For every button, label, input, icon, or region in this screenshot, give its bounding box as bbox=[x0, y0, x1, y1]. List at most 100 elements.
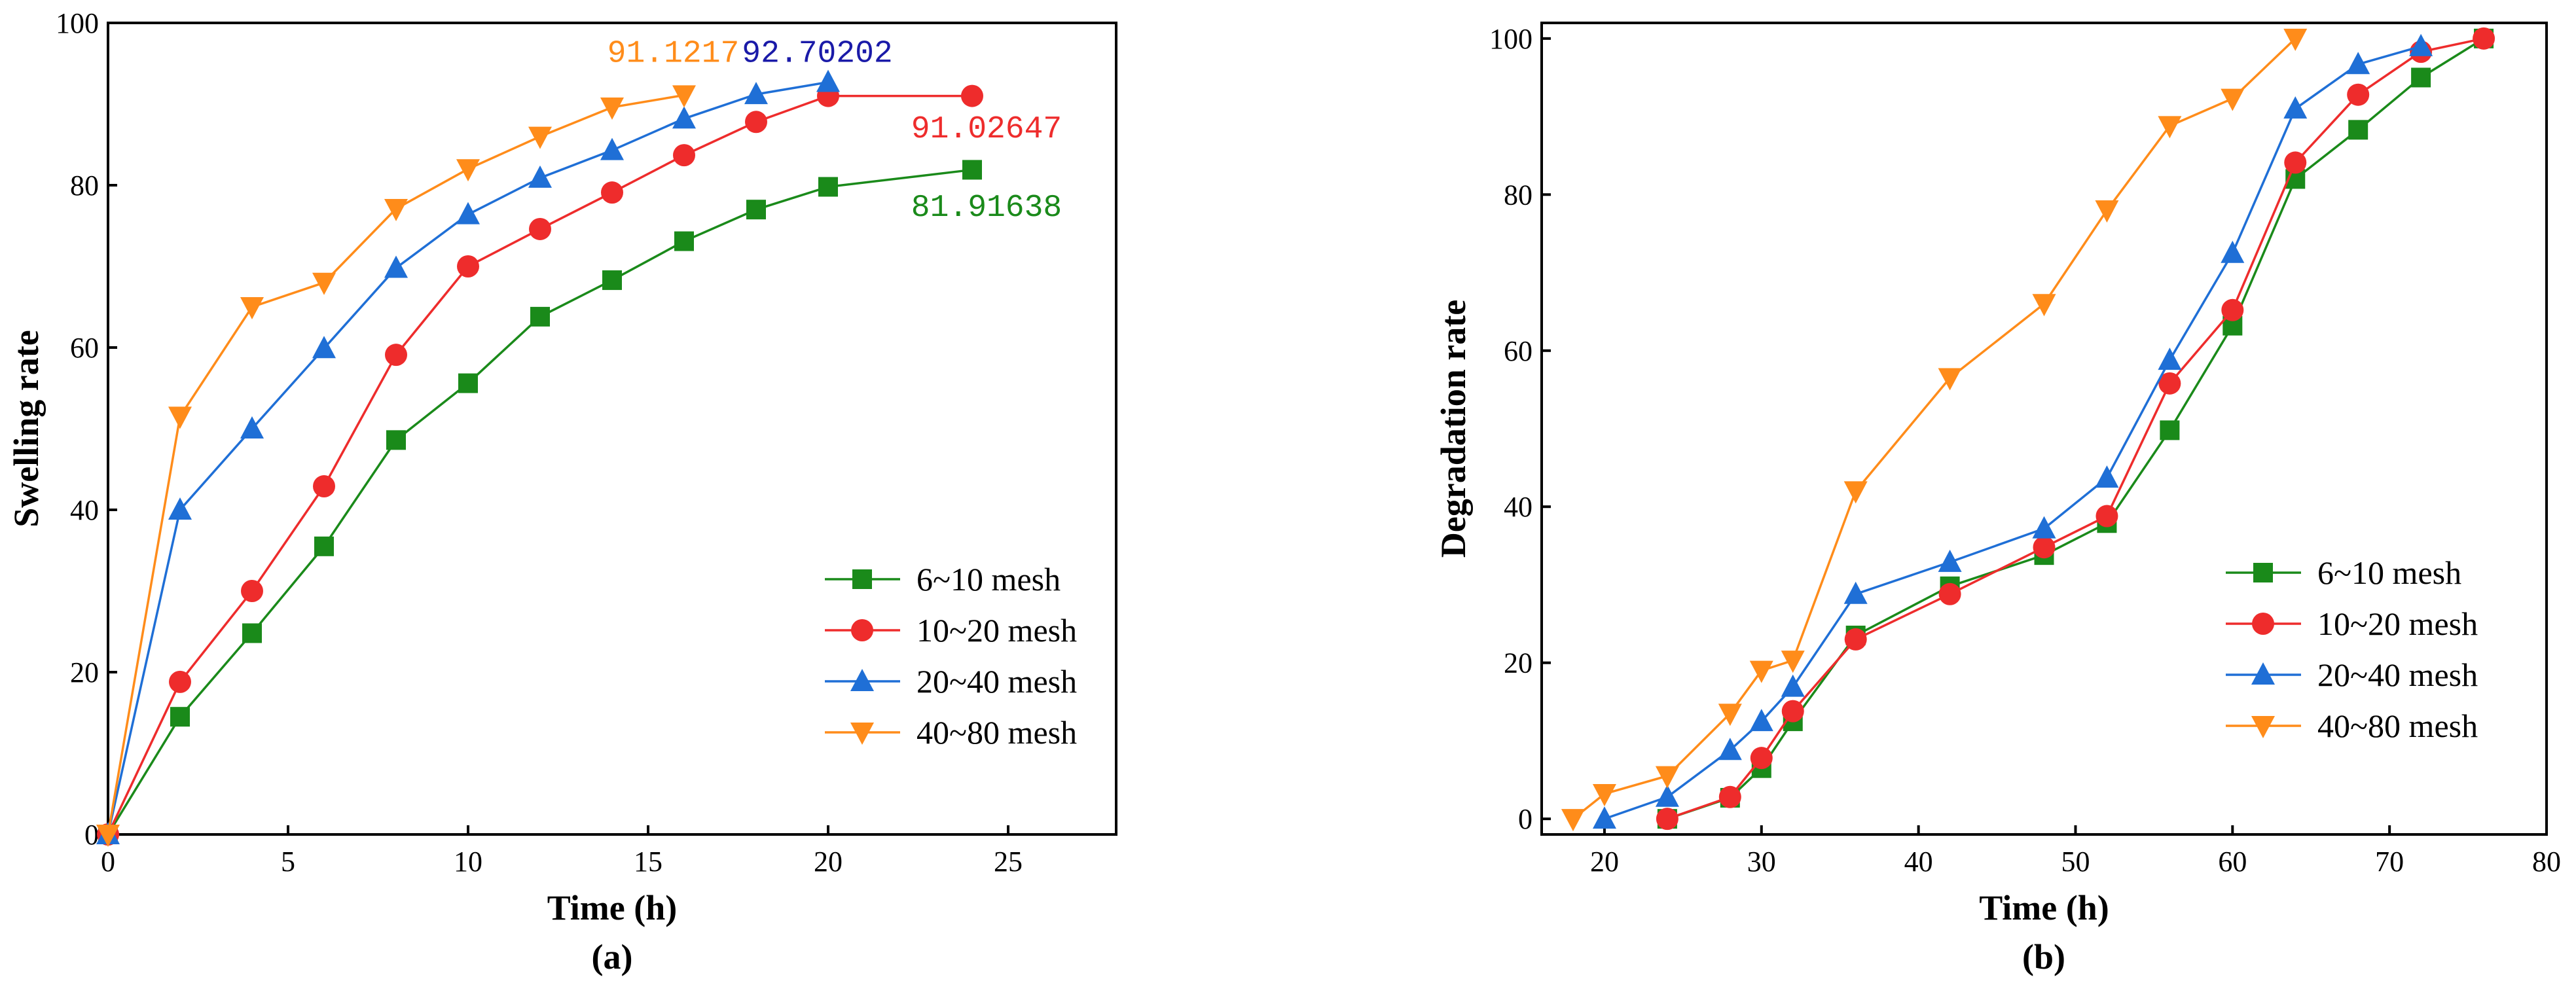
y-tick-label: 80 bbox=[1504, 179, 1533, 211]
data-point bbox=[818, 177, 838, 197]
series-line bbox=[107, 168, 973, 835]
data-point bbox=[528, 126, 552, 149]
data-point bbox=[240, 416, 264, 438]
value-annotation: 91.1217 bbox=[608, 37, 740, 72]
data-point bbox=[1843, 581, 1868, 604]
value-annotation: 91.02647 bbox=[911, 112, 1062, 147]
legend-label: 6~10 mesh bbox=[2317, 554, 2461, 591]
data-point bbox=[2348, 120, 2368, 140]
x-tick-label: 20 bbox=[1590, 846, 1619, 878]
value-annotation: 81.91638 bbox=[911, 190, 1062, 226]
x-axis-title: Time (h) bbox=[547, 888, 678, 927]
legend-marker bbox=[850, 669, 874, 691]
data-point bbox=[384, 198, 408, 221]
data-point bbox=[1592, 806, 1616, 829]
data-point bbox=[674, 231, 694, 251]
data-point bbox=[2411, 67, 2431, 88]
data-point bbox=[1718, 738, 1742, 760]
data-point bbox=[2095, 200, 2119, 223]
data-point bbox=[2033, 536, 2056, 559]
data-point bbox=[1750, 747, 1773, 770]
data-point bbox=[672, 85, 696, 108]
data-point bbox=[601, 181, 623, 204]
data-point bbox=[2221, 88, 2245, 111]
x-axis-title: Time (h) bbox=[1979, 888, 2109, 927]
y-tick-label: 40 bbox=[70, 494, 99, 526]
y-tick-label: 60 bbox=[1504, 335, 1533, 367]
data-point bbox=[312, 272, 336, 295]
data-point bbox=[1938, 549, 1962, 572]
data-point bbox=[1655, 784, 1679, 807]
data-point bbox=[2158, 372, 2181, 395]
x-tick-label: 80 bbox=[2532, 846, 2561, 878]
data-point bbox=[1718, 704, 1742, 726]
x-tick-label: 10 bbox=[454, 846, 482, 878]
data-point bbox=[1938, 368, 1962, 391]
legend-label: 20~40 mesh bbox=[2317, 656, 2478, 693]
x-tick-label: 50 bbox=[2061, 846, 2090, 878]
data-point bbox=[2158, 348, 2182, 370]
data-point bbox=[1561, 809, 1585, 832]
plot-frame bbox=[1540, 22, 2548, 836]
data-point bbox=[168, 406, 192, 429]
data-point bbox=[384, 255, 408, 278]
data-point bbox=[1781, 674, 1805, 697]
data-point bbox=[2158, 116, 2182, 139]
legend-marker bbox=[2251, 662, 2275, 685]
data-point bbox=[2284, 151, 2307, 174]
data-point bbox=[2095, 505, 2118, 528]
series-line bbox=[1572, 37, 2296, 820]
y-axis-title: Degradation rate bbox=[1434, 300, 1473, 558]
legend-marker bbox=[2253, 563, 2273, 582]
data-point bbox=[600, 97, 624, 120]
data-point bbox=[529, 217, 551, 240]
x-tick-label: 20 bbox=[814, 846, 843, 878]
data-point bbox=[961, 84, 983, 107]
data-point bbox=[816, 69, 840, 92]
data-point bbox=[745, 111, 767, 134]
data-point bbox=[96, 825, 120, 847]
panel-label: (b) bbox=[2022, 937, 2065, 976]
data-point bbox=[457, 255, 479, 277]
data-point bbox=[314, 536, 334, 556]
data-point bbox=[242, 623, 262, 643]
y-tick-label: 60 bbox=[70, 332, 99, 364]
data-point bbox=[1656, 808, 1678, 831]
data-point bbox=[530, 306, 550, 327]
y-tick-label: 0 bbox=[84, 819, 99, 851]
data-point bbox=[2347, 83, 2370, 106]
data-point bbox=[1844, 628, 1867, 651]
data-point bbox=[1655, 766, 1679, 789]
data-point bbox=[744, 82, 768, 105]
value-annotation: 92.70202 bbox=[742, 37, 892, 72]
data-point bbox=[2283, 28, 2308, 51]
data-point bbox=[2346, 52, 2370, 75]
y-axis-title: Swelling rate bbox=[7, 330, 46, 527]
legend-marker bbox=[851, 619, 873, 641]
y-tick-label: 100 bbox=[1489, 23, 1533, 55]
series-line bbox=[1604, 45, 2422, 820]
y-tick-label: 100 bbox=[56, 7, 99, 39]
legend-marker bbox=[2251, 716, 2275, 738]
data-point bbox=[169, 670, 191, 693]
data-point bbox=[2160, 420, 2180, 440]
data-point bbox=[1718, 785, 1741, 808]
x-tick-label: 70 bbox=[2375, 846, 2404, 878]
data-point bbox=[240, 297, 264, 319]
data-point bbox=[2032, 516, 2056, 539]
y-tick-label: 80 bbox=[70, 170, 99, 202]
y-tick-label: 0 bbox=[1518, 803, 1533, 835]
data-point bbox=[1592, 784, 1616, 806]
data-point bbox=[386, 430, 406, 450]
data-point bbox=[456, 202, 480, 224]
x-tick-label: 5 bbox=[281, 846, 295, 878]
data-point bbox=[528, 165, 552, 188]
plot-frame bbox=[107, 22, 1117, 836]
legend-label: 10~20 mesh bbox=[916, 612, 1077, 649]
chart-panel-b: 20 30 40 50 60 70 80 0 20 40 60 80 100 Time (h) Degrad… bbox=[1434, 22, 2561, 976]
data-point bbox=[962, 160, 982, 180]
data-point bbox=[458, 373, 478, 393]
data-point bbox=[170, 707, 190, 727]
data-point bbox=[312, 336, 336, 359]
